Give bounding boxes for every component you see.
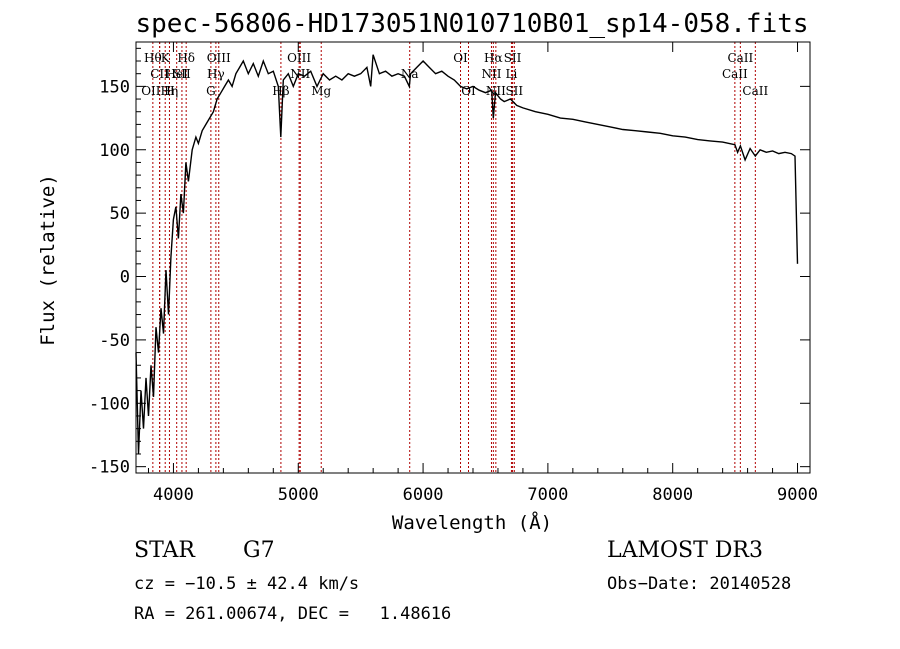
- line-label: Mg: [311, 84, 331, 98]
- line-label: SII: [505, 84, 523, 98]
- chart-title: spec-56806-HD173051N010710B01_sp14-058.f…: [135, 9, 808, 39]
- x-axis-label: Wavelength (Å): [392, 511, 552, 534]
- line-label: OIII: [287, 51, 311, 65]
- coordinates: RA = 261.00674, DEC = 1.48616: [134, 604, 452, 624]
- x-tick-label: 7000: [527, 485, 568, 505]
- line-label: Li: [506, 67, 518, 81]
- line-label: OI: [453, 51, 468, 65]
- x-tick-label: 4000: [153, 485, 194, 505]
- line-label: SII: [504, 51, 522, 65]
- y-axis: -150 -100 -50 0 50 100 150: [89, 47, 810, 478]
- y-tick-label: 0: [120, 268, 130, 288]
- line-label: CaII: [742, 84, 768, 98]
- y-tick-label: 50: [110, 204, 130, 224]
- line-label: SII: [173, 67, 191, 81]
- x-axis: 4000 5000 6000 7000 8000 9000: [147, 42, 818, 505]
- x-tick-label: 5000: [278, 485, 319, 505]
- subclass: G7: [243, 538, 275, 563]
- line-label: Hθ: [144, 51, 162, 65]
- line-label: OIIHη: [141, 84, 178, 98]
- x-tick-label: 9000: [777, 485, 818, 505]
- line-label: H: [164, 84, 174, 98]
- survey-label: LAMOST DR3: [607, 538, 763, 563]
- line-label: Hβ: [272, 84, 289, 98]
- object-class: STAR: [134, 538, 195, 563]
- plot-frame: [135, 41, 811, 474]
- line-label: OIII: [207, 51, 231, 65]
- obs-date: Obs−Date: 20140528: [607, 574, 792, 594]
- y-tick-label: 100: [99, 141, 130, 161]
- line-label: NII: [486, 84, 506, 98]
- line-label: Hα: [484, 51, 503, 65]
- line-label: G: [206, 84, 216, 98]
- line-label: NII: [481, 67, 501, 81]
- line-label: CII: [150, 67, 169, 81]
- y-tick-label: 150: [99, 77, 130, 97]
- emission-line-labels: HθCIIOIIHηKHHeISIIHδGHγOIIIHβOIIINIIMgNa…: [141, 51, 768, 98]
- line-label: CaII: [722, 67, 748, 81]
- spectrum-line: [135, 54, 799, 455]
- y-tick-label: -100: [89, 394, 130, 414]
- emission-line-markers: [152, 42, 756, 473]
- y-tick-label: -150: [89, 458, 130, 478]
- line-label: K: [161, 51, 171, 65]
- line-label: HeI: [166, 67, 189, 81]
- redshift-info: cz = −10.5 ± 42.4 km/s: [134, 574, 360, 594]
- y-tick-label: -50: [99, 331, 130, 351]
- line-label: Hδ: [177, 51, 195, 65]
- line-label: Hγ: [207, 67, 225, 81]
- line-label: CaII: [727, 51, 753, 65]
- x-tick-label: 8000: [652, 485, 693, 505]
- x-tick-label: 6000: [403, 485, 444, 505]
- y-axis-label: Flux (relative): [37, 174, 59, 346]
